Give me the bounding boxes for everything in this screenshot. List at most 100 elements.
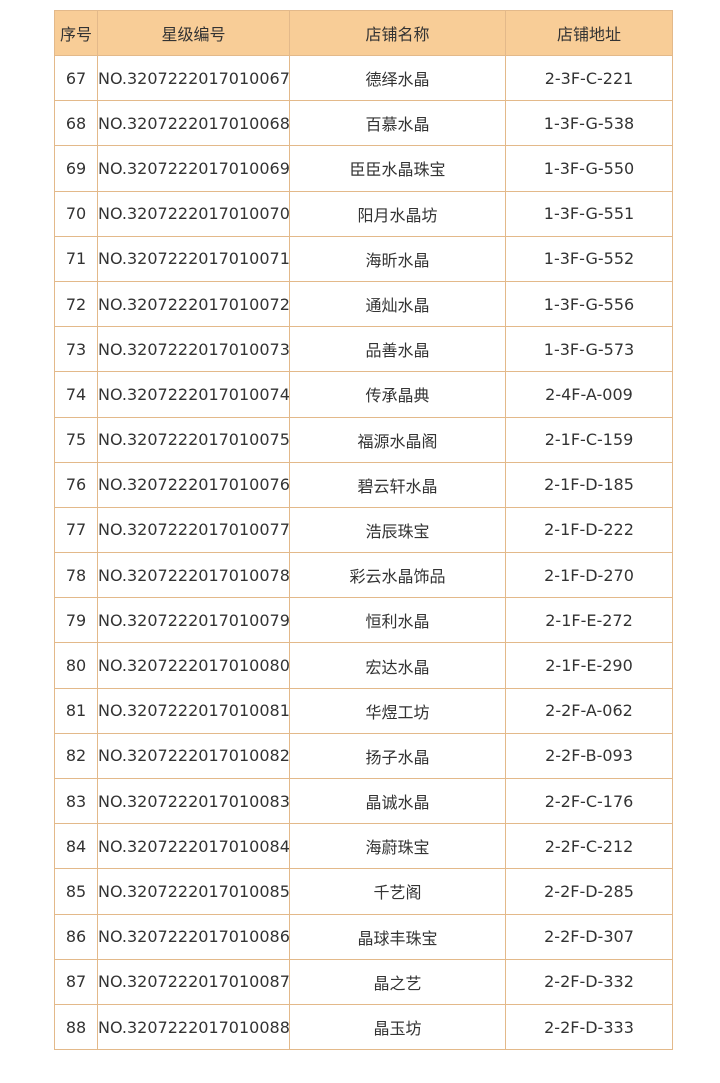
table-cell: 69 [54,145,98,192]
table-cell: NO.3207222017010082 [97,732,290,780]
table-cell: 77 [54,506,98,554]
table-cell: 通灿水晶 [289,280,506,328]
table-row: 75 NO.3207222017010075 福源水晶阁 2-1F-C-159 [54,416,673,463]
table-cell: 福源水晶阁 [289,416,506,463]
table-row: 73 NO.3207222017010073 品善水晶 1-3F-G-573 [54,326,673,373]
table-cell: NO.3207222017010077 [97,506,290,554]
table-row: 80 NO.3207222017010080 宏达水晶 2-1F-E-290 [54,642,673,689]
table-cell: 1-3F-G-556 [505,280,673,328]
table-cell: 78 [54,552,98,599]
table-cell: 2-1F-C-159 [505,416,673,463]
table-cell: 88 [54,1003,98,1051]
table-cell: 阳月水晶坊 [289,190,506,237]
table-cell: 宏达水晶 [289,642,506,689]
table-cell: NO.3207222017010073 [97,326,290,373]
table-cell: 德绎水晶 [289,54,506,102]
table-row: 74 NO.3207222017010074 传承晶典 2-4F-A-009 [54,371,673,418]
table-row: 76 NO.3207222017010076 碧云轩水晶 2-1F-D-185 [54,461,673,508]
table-cell: NO.3207222017010080 [97,642,290,689]
table-row: 70 NO.3207222017010070 阳月水晶坊 1-3F-G-551 [54,190,673,237]
table-row: 84 NO.3207222017010084 海蔚珠宝 2-2F-C-212 [54,823,673,870]
table-cell: NO.3207222017010075 [97,416,290,463]
table-cell: 2-2F-D-332 [505,958,673,1005]
table-cell: 浩辰珠宝 [289,506,506,554]
table-cell: 百慕水晶 [289,100,506,147]
table-cell: 扬子水晶 [289,732,506,780]
table-row: 79 NO.3207222017010079 恒利水晶 2-1F-E-272 [54,597,673,644]
table-row: 83 NO.3207222017010083 晶诚水晶 2-2F-C-176 [54,777,673,825]
table-cell: NO.3207222017010078 [97,552,290,599]
table-cell: 2-2F-D-333 [505,1003,673,1051]
table-cell: 75 [54,416,98,463]
table-row: 81 NO.3207222017010081 华煜工坊 2-2F-A-062 [54,687,673,734]
table-cell: 华煜工坊 [289,687,506,734]
header-row: 序号 星级编号 店铺名称 店铺地址 [54,10,673,56]
header-cell: 店铺地址 [505,10,673,56]
table-cell: 品善水晶 [289,326,506,373]
table-cell: 2-2F-C-176 [505,777,673,825]
header-cell: 店铺名称 [289,10,506,56]
table-cell: NO.3207222017010087 [97,958,290,1005]
table-cell: 68 [54,100,98,147]
table-cell: 臣臣水晶珠宝 [289,145,506,192]
table-cell: NO.3207222017010076 [97,461,290,508]
table-cell: NO.3207222017010067 [97,54,290,102]
table-cell: NO.3207222017010071 [97,235,290,282]
store-table: 序号 星级编号 店铺名称 店铺地址 67 NO.3207222017010067 德绎水晶… [54,10,673,1051]
table-cell: 2-2F-D-285 [505,868,673,915]
table-cell: 1-3F-G-550 [505,145,673,192]
table-cell: 71 [54,235,98,282]
table-cell: 1-3F-G-573 [505,326,673,373]
table-cell: 海昕水晶 [289,235,506,282]
table-row: 67 NO.3207222017010067 德绎水晶 2-3F-C-221 [54,54,673,102]
table-cell: 2-1F-D-222 [505,506,673,554]
table-cell: NO.3207222017010079 [97,597,290,644]
table-cell: 1-3F-G-551 [505,190,673,237]
table-row: 86 NO.3207222017010086 晶球丰珠宝 2-2F-D-307 [54,913,673,960]
table-cell: 81 [54,687,98,734]
table-row: 69 NO.3207222017010069 臣臣水晶珠宝 1-3F-G-550 [54,145,673,192]
table-row: 72 NO.3207222017010072 通灿水晶 1-3F-G-556 [54,280,673,328]
header-cell: 星级编号 [97,10,290,56]
table-cell: 1-3F-G-552 [505,235,673,282]
table-cell: 70 [54,190,98,237]
table-cell: 千艺阁 [289,868,506,915]
table-cell: 1-3F-G-538 [505,100,673,147]
header-cell: 序号 [54,10,98,56]
table-cell: 74 [54,371,98,418]
table-cell: 传承晶典 [289,371,506,418]
table-row: 88 NO.3207222017010088 晶玉坊 2-2F-D-333 [54,1003,673,1051]
table-cell: 86 [54,913,98,960]
table-row: 85 NO.3207222017010085 千艺阁 2-2F-D-285 [54,868,673,915]
table-cell: NO.3207222017010069 [97,145,290,192]
table-cell: NO.3207222017010074 [97,371,290,418]
table-cell: NO.3207222017010083 [97,777,290,825]
table-cell: 晶诚水晶 [289,777,506,825]
table-cell: 67 [54,54,98,102]
table-cell: 83 [54,777,98,825]
table-row: 82 NO.3207222017010082 扬子水晶 2-2F-B-093 [54,732,673,780]
table-cell: 82 [54,732,98,780]
table-cell: NO.3207222017010088 [97,1003,290,1051]
table-cell: 84 [54,823,98,870]
table-cell: NO.3207222017010086 [97,913,290,960]
table-cell: 2-4F-A-009 [505,371,673,418]
table-cell: 2-3F-C-221 [505,54,673,102]
table-cell: NO.3207222017010084 [97,823,290,870]
table-cell: 晶之艺 [289,958,506,1005]
table-cell: 晶玉坊 [289,1003,506,1051]
table-cell: 海蔚珠宝 [289,823,506,870]
table-cell: 2-2F-B-093 [505,732,673,780]
table-cell: 73 [54,326,98,373]
table-cell: 2-1F-D-270 [505,552,673,599]
table-cell: NO.3207222017010070 [97,190,290,237]
table-body: 67 NO.3207222017010067 德绎水晶 2-3F-C-221 68 NO.… [54,54,673,1051]
table-row: 77 NO.3207222017010077 浩辰珠宝 2-1F-D-222 [54,506,673,554]
table-cell: 2-1F-E-290 [505,642,673,689]
table-row: 78 NO.3207222017010078 彩云水晶饰品 2-1F-D-270 [54,552,673,599]
table-cell: NO.3207222017010081 [97,687,290,734]
table-cell: 2-2F-A-062 [505,687,673,734]
table-cell: 2-1F-D-185 [505,461,673,508]
table-row: 71 NO.3207222017010071 海昕水晶 1-3F-G-552 [54,235,673,282]
